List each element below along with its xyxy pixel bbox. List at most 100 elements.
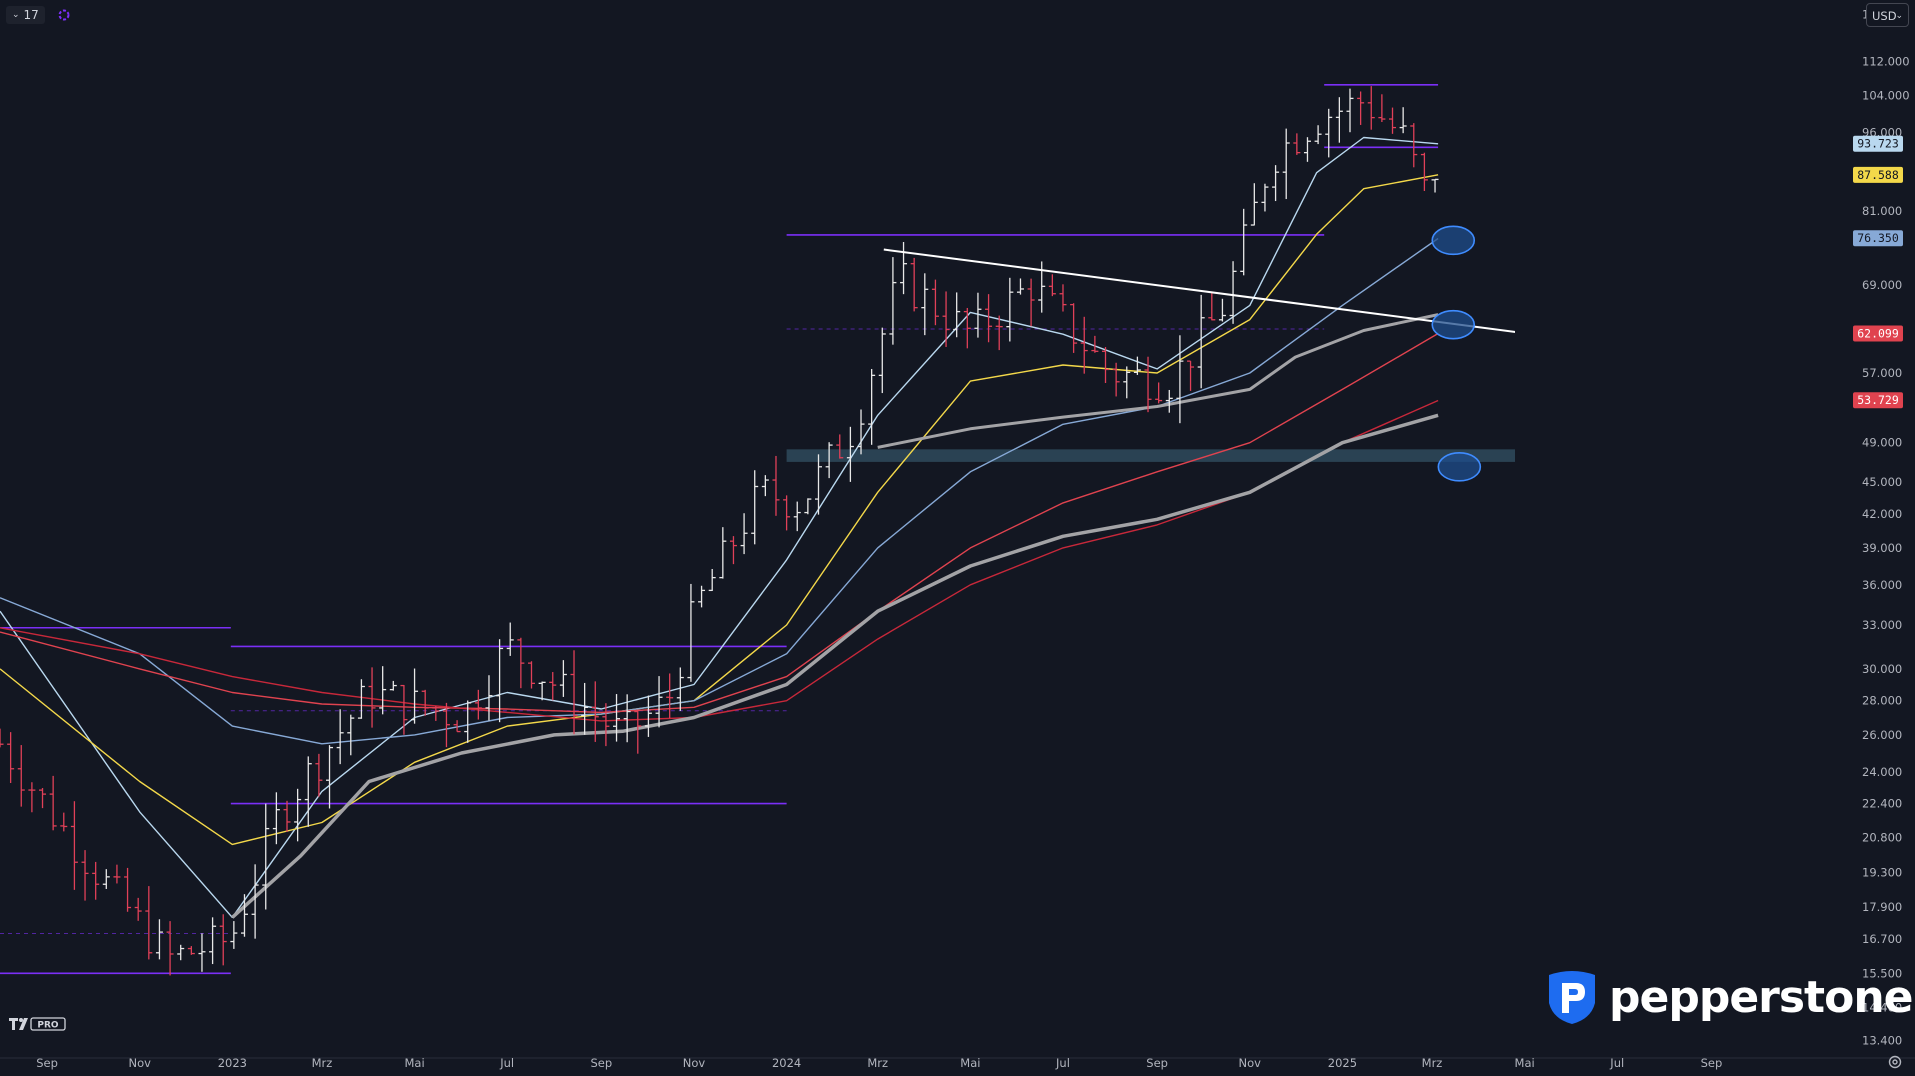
ohlc-bar: [368, 667, 376, 728]
ohlc-bar: [432, 706, 440, 721]
chevron-down-icon: ⌄: [1895, 11, 1903, 21]
ohlc-bar: [92, 861, 100, 900]
circle-marker-1: [1431, 309, 1476, 340]
ohlc-bar: [1410, 123, 1418, 168]
ohlc-bar: [506, 622, 514, 656]
ohlc-bar: [49, 775, 57, 831]
moving-average-4: [0, 399, 1439, 722]
ohlc-bar: [846, 426, 854, 482]
ohlc-bar: [538, 681, 546, 701]
interval-label: 17: [23, 8, 39, 22]
ohlc-bar: [1208, 293, 1216, 321]
ohlc-bar: [974, 292, 982, 338]
horizontal-levels-layer: [0, 83, 1439, 975]
ohlc-bar: [687, 583, 695, 682]
ohlc-bar: [613, 694, 621, 742]
ohlc-bar: [155, 919, 163, 960]
ohlc-bar: [634, 709, 642, 754]
ohlc-bar: [219, 914, 227, 966]
ohlc-bar: [379, 666, 387, 715]
ohlc-bar: [283, 800, 291, 832]
ohlc-bar: [963, 307, 971, 349]
ohlc-bar: [357, 679, 365, 719]
ohlc-bar: [453, 720, 461, 733]
ohlc-bar: [187, 946, 195, 955]
ohlc-bar: [39, 788, 47, 809]
ohlc-bar: [1016, 278, 1024, 295]
ohlc-bar: [804, 498, 812, 515]
ohlc-bar: [655, 676, 663, 728]
price-tag-text: 53.729: [1857, 393, 1899, 407]
y-tick-label: 36.000: [1862, 578, 1902, 592]
y-tick-label: 24.000: [1862, 765, 1902, 779]
price-tag-2: 76.350: [1853, 230, 1903, 247]
ohlc-bar: [825, 442, 833, 479]
ohlc-bar: [1335, 97, 1343, 143]
ohlc-bar: [1080, 316, 1088, 374]
ohlc-bar: [772, 455, 780, 516]
ohlc-bar: [1165, 389, 1173, 413]
ohlc-bar: [262, 803, 270, 910]
y-tick-label: 57.000: [1862, 366, 1902, 380]
ohlc-bar: [1091, 335, 1099, 353]
ohlc-bar: [1314, 125, 1322, 145]
price-axis-bg: [1515, 0, 1915, 1058]
ohlc-bar: [1389, 107, 1397, 134]
ohlc-bar: [166, 921, 174, 976]
currency-label: USD: [1872, 9, 1897, 23]
tv-pro-label: PRO: [37, 1021, 59, 1031]
ohlc-bar: [1261, 183, 1269, 212]
ohlc-bar: [70, 801, 78, 890]
ohlc-bar: [676, 667, 684, 711]
moving-average-6: [877, 313, 1439, 449]
price-tag-0: 93.723: [1853, 135, 1903, 152]
y-tick-label: 22.400: [1862, 797, 1902, 811]
ohlc-bar: [1250, 183, 1258, 226]
price-tag-3: 62.099: [1853, 325, 1903, 342]
ohlc-bar: [995, 315, 1003, 351]
x-tick-label: Mrz: [867, 1056, 888, 1070]
time-axis[interactable]: Sep Nov 2023 Mrz Mai Jul Sep Nov 2024 Mrz Mai Jul Se…: [0, 1056, 1915, 1070]
ohlc-bar: [517, 637, 525, 689]
ohlc-bar: [326, 745, 334, 809]
gear-icon[interactable]: [1887, 1054, 1903, 1070]
ohlc-bar: [1293, 133, 1301, 155]
ohlc-bar: [304, 756, 312, 827]
ohlc-bar: [942, 291, 950, 347]
y-tick-label: 16.700: [1862, 932, 1902, 946]
y-tick-label: 26.000: [1862, 728, 1902, 742]
currency-button[interactable]: USD ⌄: [1866, 3, 1909, 27]
ohlc-bar: [0, 728, 4, 748]
ohlc-bar: [602, 703, 610, 747]
y-tick-label: 13.400: [1862, 1033, 1902, 1047]
x-tick-label: Sep: [1146, 1056, 1168, 1070]
ohlc-bar: [272, 792, 280, 845]
x-tick-label: Jul: [499, 1056, 514, 1070]
ohlc-bar: [485, 675, 493, 721]
ohlc-bar: [900, 241, 908, 295]
ohlc-bar: [527, 661, 535, 689]
ohlc-bar: [400, 684, 408, 735]
interval-button[interactable]: ⌄ 17: [6, 6, 45, 24]
ohlc-bar: [1187, 360, 1195, 391]
price-axis[interactable]: 124.000112.000104.00096.00081.00069.0005…: [1515, 0, 1915, 1058]
x-tick-label: Jul: [1609, 1056, 1624, 1070]
ohlc-bar: [1133, 356, 1141, 375]
ohlc-bar: [17, 745, 25, 807]
moving-average-3: [0, 332, 1439, 714]
ohlc-bar: [102, 869, 110, 889]
ohlc-bar: [113, 864, 121, 884]
ohlc-bar: [1144, 356, 1152, 413]
ohlc-bar: [442, 702, 450, 748]
ohlc-bar: [570, 650, 578, 735]
ohlc-bar: [591, 681, 599, 742]
y-tick-label: 30.000: [1862, 662, 1902, 676]
ohlc-bar: [910, 257, 918, 312]
x-tick-label: Mai: [1515, 1056, 1535, 1070]
ohlc-bar: [81, 850, 89, 901]
ohlc-bar: [1006, 277, 1014, 342]
ohlc-bar: [145, 886, 153, 960]
ohlc-bar: [1112, 362, 1120, 397]
circle-marker-2: [1437, 452, 1482, 482]
